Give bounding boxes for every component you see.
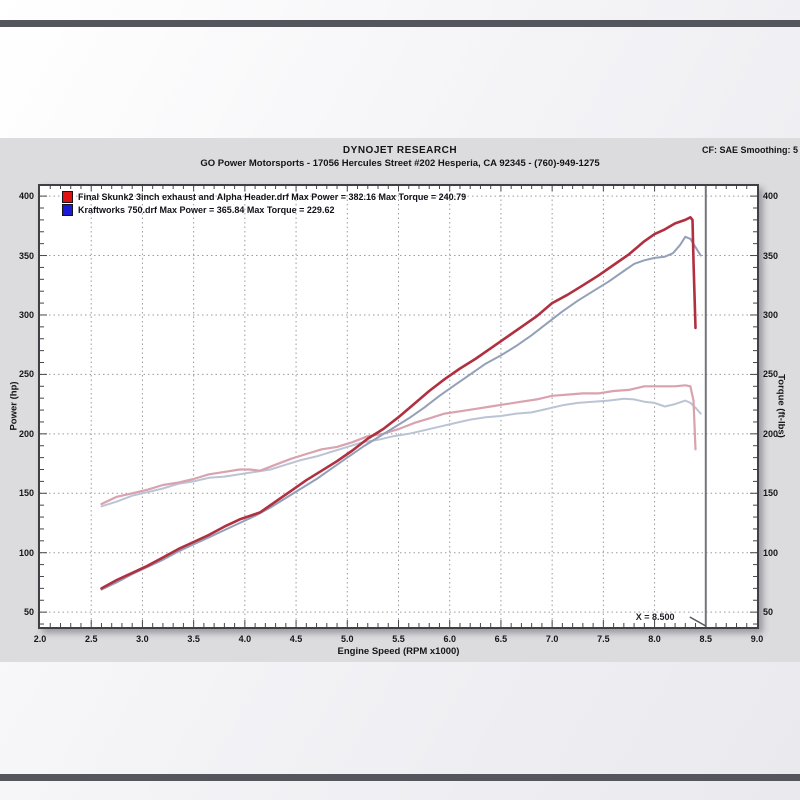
x-axis-tick: 9.0 — [750, 634, 764, 644]
power-curve-kraftworks[interactable] — [100, 235, 702, 591]
y-axis-tick-right: 100 — [763, 547, 779, 558]
legend-swatch-blue — [62, 203, 73, 216]
y-axis-title-power: Power (hp) — [8, 381, 20, 431]
cursor-readout: X = 8.500 — [635, 612, 675, 622]
x-axis-tick: 6.0 — [443, 634, 456, 644]
legend-item-kraftworks[interactable]: Kraftworks 750.drf Max Power = 365.84 Ma… — [62, 203, 466, 216]
x-axis-tick: 8.5 — [699, 634, 713, 644]
x-axis-tick: 8.0 — [648, 634, 661, 644]
legend-label-kraftworks: Kraftworks 750.drf Max Power = 365.84 Ma… — [78, 204, 335, 215]
x-axis-title: Engine Speed (RPM x1000) — [337, 646, 460, 657]
x-axis-tick: 5.0 — [341, 634, 354, 644]
page-title: DYNOJET RESEARCH — [342, 145, 458, 156]
x-axis-tick: 4.0 — [238, 634, 252, 644]
power-curve-skunk2[interactable] — [100, 216, 697, 590]
y-axis-tick-right: 250 — [763, 369, 779, 380]
x-axis-tick: 4.5 — [289, 634, 303, 644]
torque-curve-kraftworks[interactable] — [100, 397, 702, 508]
y-axis-tick-left: 200 — [18, 428, 34, 439]
plot-svg[interactable] — [40, 186, 757, 627]
legend-item-skunk2[interactable]: Final Skunk2 3inch exhaust and Alpha Hea… — [62, 190, 466, 203]
y-axis-tick-left: 250 — [18, 369, 34, 380]
y-axis-tick-left: 150 — [18, 488, 34, 499]
y-axis-tick-right: 150 — [763, 488, 779, 499]
correction-factor-readout: CF: SAE Smoothing: 5 — [702, 145, 798, 155]
cursor-leader-line — [689, 616, 707, 627]
x-axis-tick: 7.5 — [597, 634, 610, 644]
y-axis-tick-left: 350 — [18, 250, 34, 261]
dealer-address: GO Power Motorsports - 17056 Hercules St… — [200, 158, 600, 169]
x-axis-tick: 7.0 — [545, 634, 559, 644]
y-axis-tick-left: 100 — [18, 547, 34, 558]
legend: Final Skunk2 3inch exhaust and Alpha Hea… — [62, 190, 466, 216]
legend-swatch-red — [62, 190, 73, 203]
x-axis-tick: 6.5 — [494, 634, 508, 644]
top-border-bar — [0, 20, 800, 27]
x-axis-tick: 2.5 — [84, 634, 98, 644]
legend-label-skunk2: Final Skunk2 3inch exhaust and Alpha Hea… — [78, 191, 467, 202]
y-axis-tick-left: 400 — [18, 191, 34, 202]
bottom-border-bar — [0, 774, 800, 781]
y-axis-tick-left: 50 — [23, 607, 34, 618]
y-axis-tick-right: 200 — [763, 428, 779, 439]
dyno-chart-window: DYNOJET RESEARCH GO Power Motorsports - … — [0, 138, 800, 662]
x-axis-tick: 3.5 — [187, 634, 200, 644]
y-axis-tick-right: 400 — [763, 191, 779, 202]
y-axis-tick-left: 300 — [18, 309, 34, 320]
x-axis-tick: 3.0 — [136, 634, 149, 644]
y-axis-tick-right: 350 — [763, 250, 779, 261]
plot-area[interactable] — [38, 184, 759, 629]
y-axis-tick-right: 300 — [763, 309, 779, 320]
y-axis-tick-right: 50 — [763, 607, 774, 618]
torque-curve-skunk2[interactable] — [100, 384, 697, 506]
x-axis-tick: 5.5 — [392, 634, 405, 644]
x-axis-tick: 2.0 — [33, 634, 47, 644]
